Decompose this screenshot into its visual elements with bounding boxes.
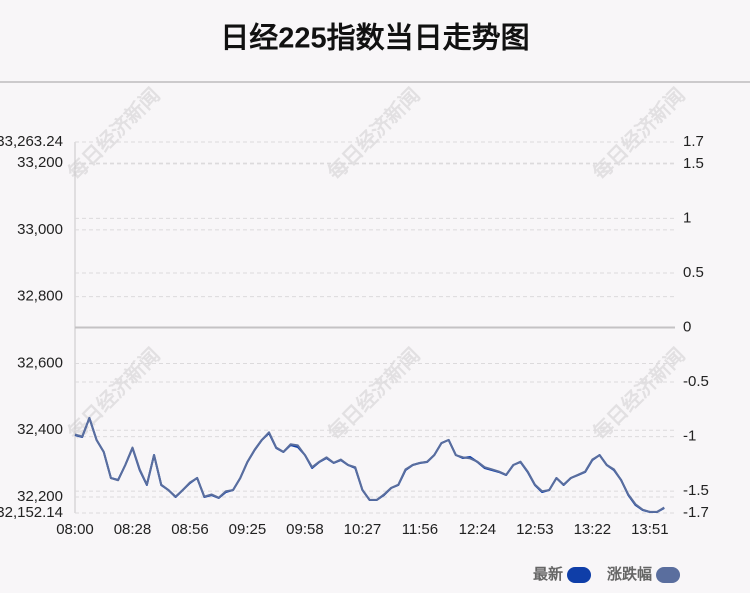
watermark: 每日经济新闻 xyxy=(63,343,165,445)
x-tick-label: 08:56 xyxy=(171,521,209,538)
x-tick-label: 09:58 xyxy=(286,521,324,538)
y-tick-label: 32,800 xyxy=(17,288,63,305)
x-tick-label: 11:56 xyxy=(402,521,438,538)
y2-tick-label: 0.5 xyxy=(683,264,704,281)
x-tick-label: 13:22 xyxy=(574,521,612,538)
watermark: 每日经济新闻 xyxy=(63,83,165,185)
y2-tick-label: 0 xyxy=(683,318,691,335)
y-tick-label: 32,600 xyxy=(17,354,63,371)
y2-tick-label: -1.5 xyxy=(683,482,709,499)
x-tick-label: 12:24 xyxy=(459,521,497,538)
x-tick-label: 12:53 xyxy=(516,521,554,538)
y-tick-label: 32,400 xyxy=(17,421,63,438)
chart-title: 日经225指数当日走势图 xyxy=(220,21,529,55)
x-tick-label: 08:28 xyxy=(114,521,152,538)
y-tick-label: 33,200 xyxy=(17,154,63,171)
watermark: 每日经济新闻 xyxy=(588,83,690,185)
legend-swatch xyxy=(656,567,681,583)
legend-swatch xyxy=(567,567,592,583)
y2-tick-label: -1 xyxy=(683,428,696,445)
x-tick-label: 10:27 xyxy=(344,521,382,538)
y-tick-label: 32,152.14 xyxy=(0,504,63,521)
series-line xyxy=(74,417,665,513)
y2-tick-label: 1.5 xyxy=(683,155,704,172)
legend-label: 最新 xyxy=(533,565,563,583)
watermark: 每日经济新闻 xyxy=(323,83,425,185)
x-tick-label: 09:25 xyxy=(229,521,267,538)
y2-tick-label: 1.7 xyxy=(683,133,704,150)
y-tick-label: 33,263.24 xyxy=(0,133,63,150)
watermark: 每日经济新闻 xyxy=(588,343,690,445)
y-tick-label: 32,200 xyxy=(17,488,63,505)
y2-tick-label: -0.5 xyxy=(683,373,709,390)
y2-tick-label: 1 xyxy=(683,209,691,226)
y-tick-label: 33,000 xyxy=(17,221,63,238)
x-tick-label: 08:00 xyxy=(56,521,94,538)
watermark: 每日经济新闻 xyxy=(323,343,425,445)
x-tick-label: 13:51 xyxy=(631,521,669,538)
legend-label: 涨跌幅 xyxy=(607,565,652,583)
series-line xyxy=(74,416,665,514)
y2-tick-label: -1.7 xyxy=(683,504,709,521)
